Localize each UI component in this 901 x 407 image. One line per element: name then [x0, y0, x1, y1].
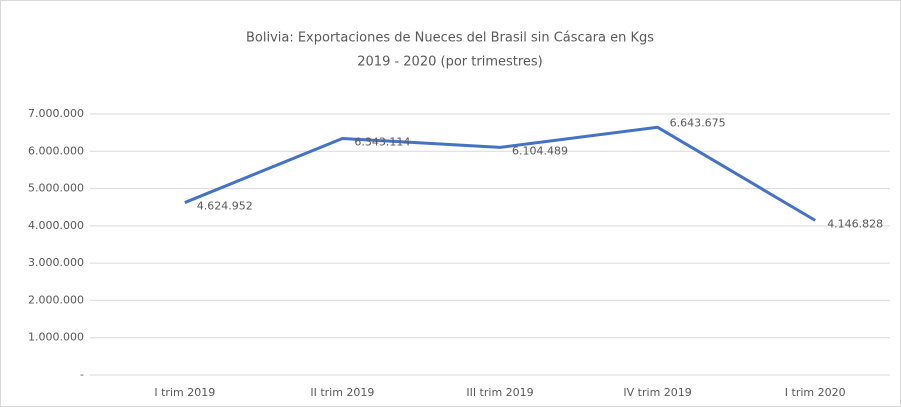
y-tick-label: 5.000.000: [28, 182, 84, 195]
y-tick-label: 7.000.000: [28, 107, 84, 120]
data-label: 6.104.489: [512, 144, 568, 157]
x-tick-label: I trim 2019: [154, 386, 215, 399]
x-tick-label: I trim 2020: [785, 386, 846, 399]
data-label: 6.643.675: [670, 116, 726, 129]
line-series: [184, 125, 816, 222]
x-tick-label: IV trim 2019: [623, 386, 691, 399]
y-tick-label: 1.000.000: [28, 331, 84, 344]
x-tick-label: II trim 2019: [310, 386, 374, 399]
y-tick-label: 6.000.000: [28, 144, 84, 157]
y-tick-label: 3.000.000: [28, 256, 84, 269]
data-label: 4.624.952: [197, 200, 253, 213]
chart-subtitle: 2019 - 2020 (por trimestres): [357, 55, 543, 70]
x-tick-label: III trim 2019: [466, 386, 533, 399]
y-tick-label: 2.000.000: [28, 293, 84, 306]
data-label: 6.343.114: [354, 135, 410, 148]
y-tick-label: -: [80, 368, 84, 381]
data-label: 4.146.828: [827, 217, 883, 230]
y-tick-label: 4.000.000: [28, 219, 84, 232]
chart-title: Bolivia: Exportaciones de Nueces del Bra…: [246, 31, 654, 46]
